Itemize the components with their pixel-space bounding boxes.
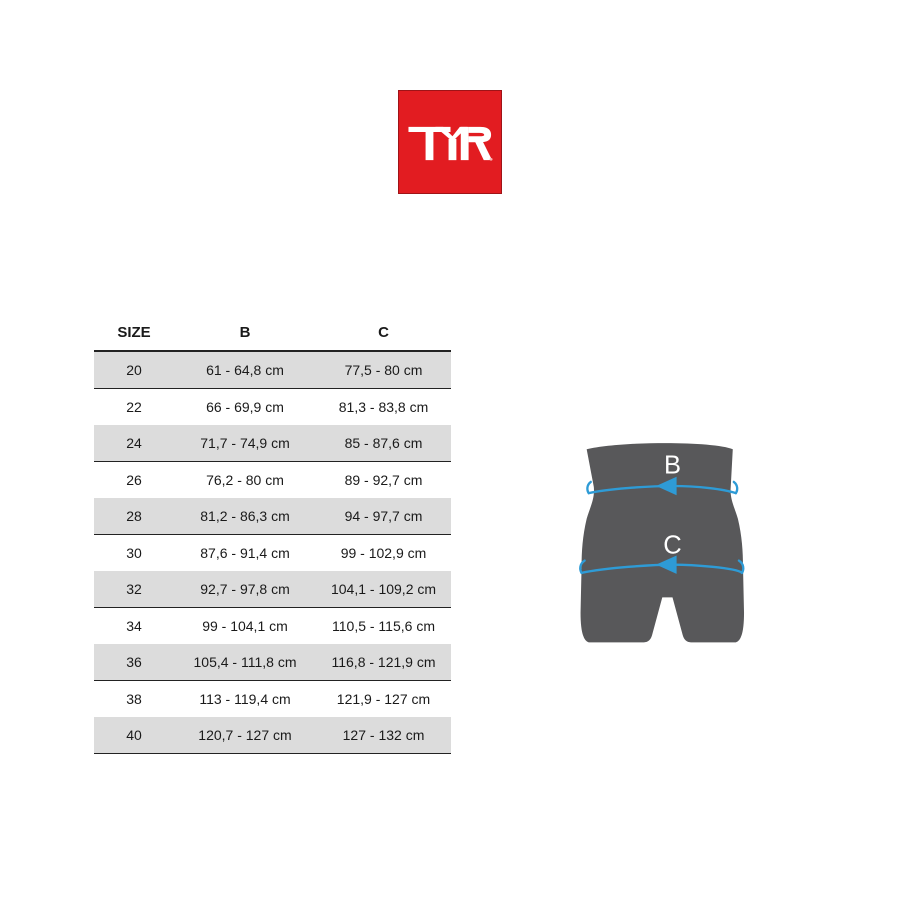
svg-text:B: B	[664, 452, 681, 480]
svg-text:C: C	[663, 531, 681, 559]
